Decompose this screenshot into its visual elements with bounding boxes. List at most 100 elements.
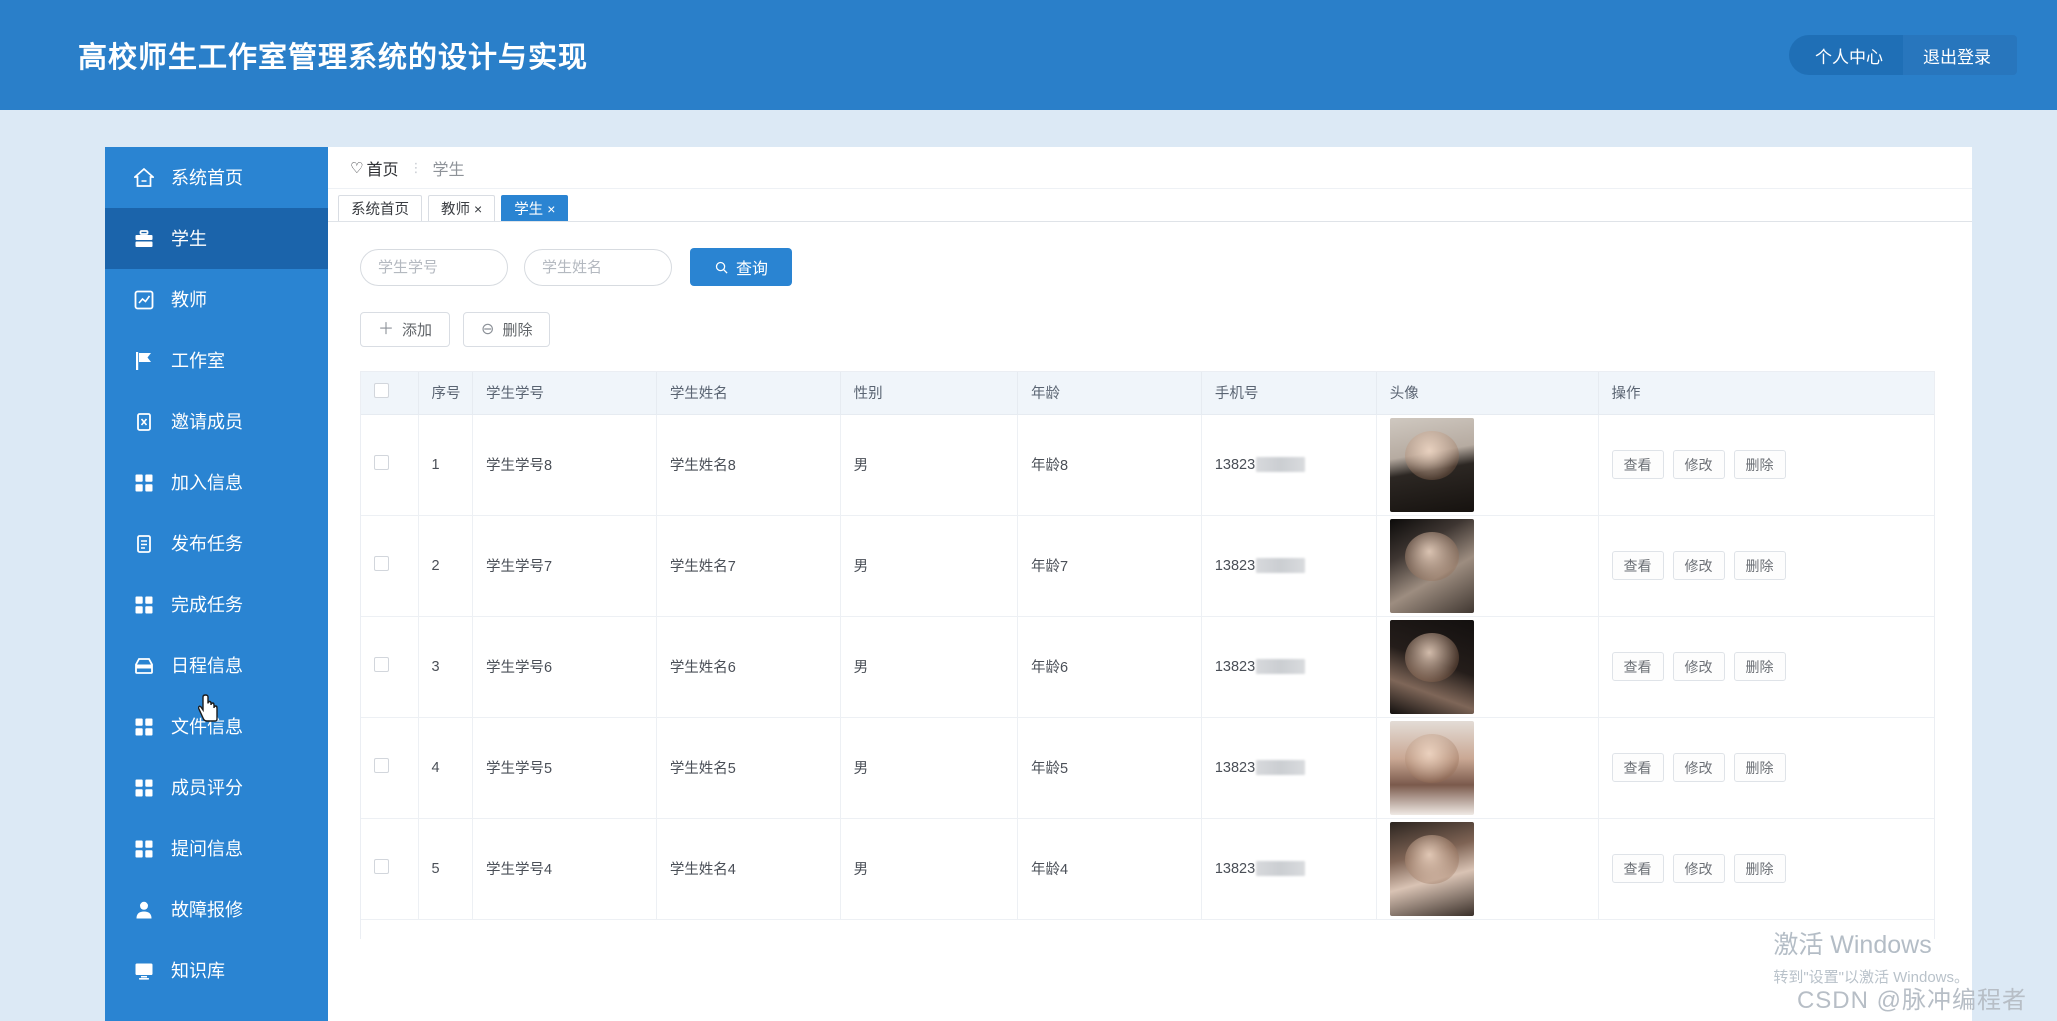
select-all-checkbox[interactable] — [374, 383, 389, 399]
row-action-label: 查看 — [1623, 658, 1652, 675]
page-title: 高校师生工作室管理系统的设计与实现 — [78, 42, 589, 74]
cell-index: 1 — [418, 414, 474, 516]
sidebar-item-9[interactable]: 日程信息 — [105, 635, 328, 696]
cell-gender: 男 — [840, 717, 1019, 819]
sidebar-item-5[interactable]: 邀请成员 — [105, 391, 328, 452]
tab-2[interactable]: 教师 × — [428, 195, 496, 221]
sidebar-item-13[interactable]: 故障报修 — [105, 879, 328, 940]
table-row: 1 学生学号8 学生姓名8 男年龄8 13823 查看 修改 删除 — [361, 414, 1934, 516]
row-checkbox[interactable] — [374, 556, 389, 571]
row-action-label: 修改 — [1684, 658, 1713, 675]
student-name-input[interactable] — [524, 248, 672, 286]
table-row: 3 学生学号6 学生姓名6 男年龄6 13823 查看 修改 删除 — [361, 616, 1934, 718]
row-checkbox-cell[interactable] — [361, 717, 419, 819]
cell-operations: 查看 修改 删除 — [1598, 414, 1934, 516]
row-checkbox[interactable] — [374, 455, 389, 470]
sidebar-item-4[interactable]: 工作室 — [105, 330, 328, 391]
row-action-2[interactable]: 修改 — [1672, 450, 1725, 479]
row-action-label: 删除 — [1745, 860, 1774, 877]
add-button[interactable]: ＋ 添加 — [360, 312, 451, 347]
grid-icon — [133, 777, 155, 799]
grid-icon — [133, 594, 155, 616]
cell-phone: 13823 — [1201, 717, 1377, 819]
logout-button[interactable]: 退出登录 — [1903, 35, 2017, 75]
row-action-label: 修改 — [1684, 860, 1713, 877]
row-action-3[interactable]: 删除 — [1733, 551, 1786, 580]
row-checkbox-cell[interactable] — [361, 414, 419, 516]
document-icon — [133, 533, 155, 555]
tab-3[interactable]: 学生 × — [501, 195, 569, 221]
sidebar-item-14[interactable]: 知识库 — [105, 940, 328, 1001]
avatar — [1389, 518, 1474, 613]
row-action-3[interactable]: 删除 — [1733, 854, 1786, 883]
sidebar-item-3[interactable]: 教师 — [105, 269, 328, 330]
cell-operations: 查看 修改 删除 — [1598, 717, 1934, 819]
row-checkbox[interactable] — [374, 859, 389, 874]
row-action-label: 修改 — [1684, 456, 1713, 473]
row-checkbox[interactable] — [374, 657, 389, 672]
row-action-1[interactable]: 查看 — [1611, 450, 1664, 479]
row-checkbox-cell[interactable] — [361, 515, 419, 617]
student-no-input[interactable] — [360, 248, 508, 286]
delete-button[interactable]: ⊖ 删除 — [463, 312, 551, 347]
row-action-1[interactable]: 查看 — [1611, 652, 1664, 681]
row-actions: 查看 修改 删除 — [1611, 753, 1934, 782]
breadcrumb-home[interactable]: ♡ 首页 — [350, 156, 398, 180]
cell-student-no: 学生学号5 — [472, 717, 657, 819]
sidebar-item-label: 加入信息 — [171, 472, 243, 493]
delete-button-label: 删除 — [502, 322, 533, 339]
cell-index: 5 — [418, 818, 474, 920]
close-icon[interactable]: × — [547, 200, 556, 217]
sidebar: 系统首页 学生 教师 工作室 邀请成员加入信息发布任务 完成任务 日程信息文件信息成员评分提… — [105, 147, 328, 1021]
row-action-1[interactable]: 查看 — [1611, 854, 1664, 883]
row-action-3[interactable]: 删除 — [1733, 652, 1786, 681]
sidebar-item-11[interactable]: 成员评分 — [105, 757, 328, 818]
minus-circle-icon: ⊖ — [481, 320, 495, 338]
cell-phone: 13823 — [1201, 818, 1377, 920]
header-select-all[interactable] — [361, 372, 419, 415]
cell-student-no: 学生学号8 — [472, 414, 657, 516]
column-header-4: 性别 — [840, 372, 1019, 415]
students-table: 序号 学生学号 学生姓名 性别 年龄 手机号 头像 操作 1 学生学号8 学生姓名8 男年龄8 138… — [361, 372, 1934, 920]
query-button[interactable]: 查询 — [690, 248, 793, 286]
row-actions: 查看 修改 删除 — [1611, 652, 1934, 681]
sidebar-item-15[interactable]: 公告信息 — [105, 1001, 328, 1021]
table-container: 序号 学生学号 学生姓名 性别 年龄 手机号 头像 操作 1 学生学号8 学生姓名8 男年龄8 138… — [360, 371, 1935, 939]
cell-student-no: 学生学号4 — [472, 818, 657, 920]
column-header-label: 学生姓名 — [669, 386, 728, 403]
row-action-2[interactable]: 修改 — [1672, 551, 1725, 580]
sidebar-item-6[interactable]: 加入信息 — [105, 452, 328, 513]
row-action-1[interactable]: 查看 — [1611, 551, 1664, 580]
row-action-2[interactable]: 修改 — [1672, 854, 1725, 883]
row-action-3[interactable]: 删除 — [1733, 753, 1786, 782]
row-checkbox-cell[interactable] — [361, 616, 419, 718]
cell-name: 学生姓名7 — [656, 515, 841, 617]
cell-age: 年龄5 — [1017, 717, 1202, 819]
sidebar-item-7[interactable]: 发布任务 — [105, 513, 328, 574]
body-wrap: 系统首页 学生 教师 工作室 邀请成员加入信息发布任务 完成任务 日程信息文件信息成员评分提… — [0, 110, 2057, 1021]
briefcase-icon — [133, 228, 155, 250]
tab-1[interactable]: 系统首页 — [338, 195, 422, 221]
close-icon[interactable]: × — [474, 200, 483, 217]
profile-button[interactable]: 个人中心 — [1789, 35, 1903, 75]
cell-age: 年龄6 — [1017, 616, 1202, 718]
row-checkbox[interactable] — [374, 758, 389, 773]
sidebar-item-label: 文件信息 — [171, 716, 243, 737]
sidebar-item-12[interactable]: 提问信息 — [105, 818, 328, 879]
sidebar-item-1[interactable]: 系统首页 — [105, 147, 328, 208]
avatar — [1389, 720, 1474, 815]
sidebar-item-2[interactable]: 学生 — [105, 208, 328, 269]
column-header-label: 性别 — [853, 386, 883, 403]
row-action-1[interactable]: 查看 — [1611, 753, 1664, 782]
row-action-2[interactable]: 修改 — [1672, 652, 1725, 681]
row-action-label: 删除 — [1745, 557, 1774, 574]
row-action-2[interactable]: 修改 — [1672, 753, 1725, 782]
column-header-3: 学生姓名 — [656, 372, 841, 415]
search-icon — [714, 260, 729, 275]
column-header-label: 学生学号 — [486, 386, 545, 403]
row-action-3[interactable]: 删除 — [1733, 450, 1786, 479]
sidebar-item-8[interactable]: 完成任务 — [105, 574, 328, 635]
sidebar-item-10[interactable]: 文件信息 — [105, 696, 328, 757]
row-checkbox-cell[interactable] — [361, 818, 419, 920]
